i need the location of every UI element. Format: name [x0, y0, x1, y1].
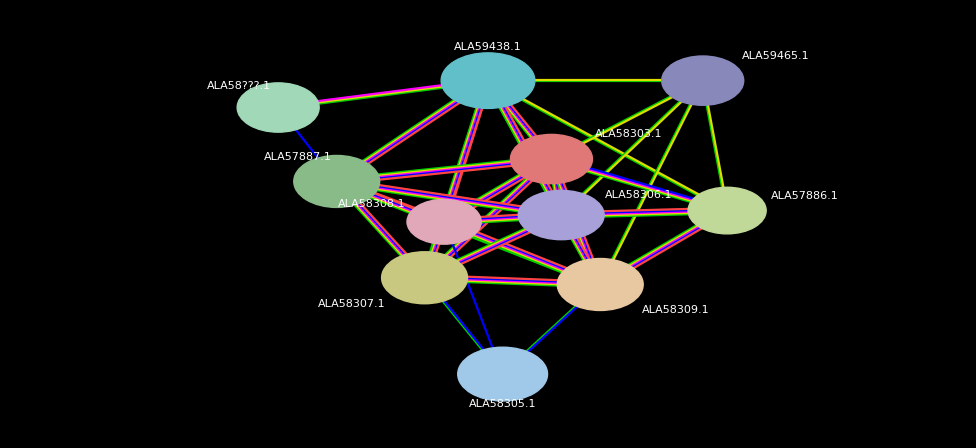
- Text: ALA57886.1: ALA57886.1: [771, 191, 838, 201]
- Ellipse shape: [557, 258, 643, 310]
- Text: ALA58???.1: ALA58???.1: [207, 81, 271, 91]
- Ellipse shape: [518, 190, 604, 240]
- Text: ALA58303.1: ALA58303.1: [595, 129, 663, 139]
- Ellipse shape: [688, 187, 766, 234]
- Ellipse shape: [662, 56, 744, 105]
- Text: ALA58305.1: ALA58305.1: [468, 399, 537, 409]
- Text: ALA58308.1: ALA58308.1: [338, 199, 405, 209]
- Ellipse shape: [294, 155, 380, 207]
- Text: ALA58306.1: ALA58306.1: [605, 190, 672, 200]
- Ellipse shape: [441, 53, 535, 108]
- Ellipse shape: [237, 83, 319, 132]
- Text: ALA59465.1: ALA59465.1: [742, 51, 809, 61]
- Text: ALA59438.1: ALA59438.1: [454, 42, 522, 52]
- Ellipse shape: [407, 199, 481, 244]
- Text: ALA58309.1: ALA58309.1: [642, 305, 710, 315]
- Text: ALA57887.1: ALA57887.1: [264, 152, 332, 162]
- Ellipse shape: [382, 252, 468, 304]
- Ellipse shape: [510, 134, 592, 184]
- Ellipse shape: [458, 347, 548, 401]
- Text: ALA58307.1: ALA58307.1: [318, 299, 386, 309]
